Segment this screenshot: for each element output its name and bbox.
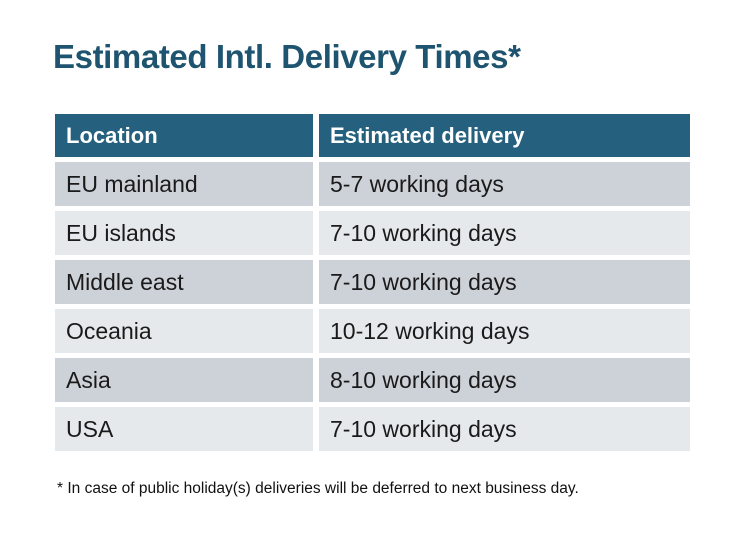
footnote-text: * In case of public holiday(s) deliverie… (57, 480, 579, 497)
header-cell-estimated-delivery: Estimated delivery (319, 114, 690, 157)
delivery-cell: 7-10 working days (319, 407, 690, 451)
header-cell-location: Location (55, 114, 313, 157)
page-title: Estimated Intl. Delivery Times* (53, 38, 521, 75)
delivery-cell: 5-7 working days (319, 162, 690, 206)
delivery-cell: 8-10 working days (319, 358, 690, 402)
location-cell: EU islands (55, 211, 313, 255)
location-cell: Middle east (55, 260, 313, 304)
delivery-times-table: Location Estimated delivery EU mainland … (55, 114, 690, 451)
location-cell: Asia (55, 358, 313, 402)
location-cell: EU mainland (55, 162, 313, 206)
delivery-cell: 10-12 working days (319, 309, 690, 353)
delivery-cell: 7-10 working days (319, 260, 690, 304)
delivery-cell: 7-10 working days (319, 211, 690, 255)
location-cell: USA (55, 407, 313, 451)
location-cell: Oceania (55, 309, 313, 353)
